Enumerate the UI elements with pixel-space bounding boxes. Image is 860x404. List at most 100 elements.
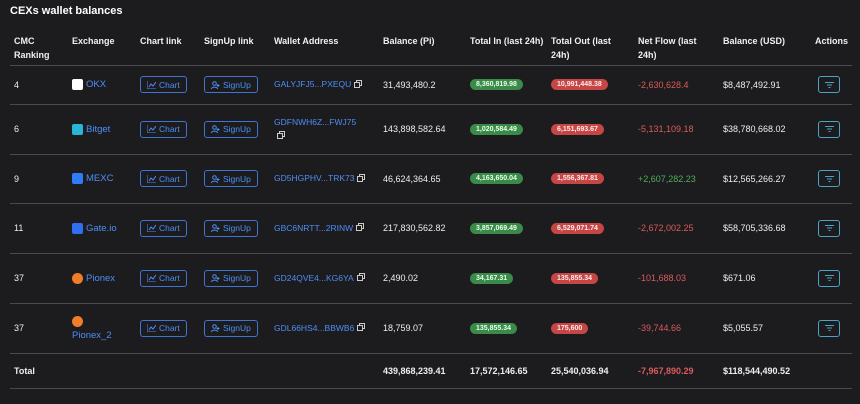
balance-pi: 46,624,364.65 [383, 173, 441, 184]
exchange-link[interactable]: OKX [86, 79, 107, 90]
total-label: Total [14, 365, 35, 376]
chart-button[interactable]: Chart [140, 269, 187, 287]
filter-button[interactable] [818, 76, 840, 93]
copy-icon[interactable] [277, 129, 285, 143]
copy-icon[interactable] [357, 172, 366, 186]
signup-button[interactable]: SignUp [204, 120, 258, 138]
total-in-cell: 8,360,819.98 [470, 65, 548, 104]
rank: 11 [14, 223, 24, 233]
balance-pi-cell: 31,493,480.2 [383, 65, 463, 104]
exchange-link[interactable]: MEXC [86, 173, 114, 184]
address-cell: GALYJFJ5...PXEQU [274, 65, 374, 104]
column-header: Wallet Address [274, 36, 339, 46]
column-header: Balance (Pi) [383, 36, 435, 46]
signup-button[interactable]: SignUp [204, 319, 258, 337]
balance-usd-cell: $12,565,266.27 [723, 154, 813, 203]
total-value: 439,868,239.41 [383, 365, 446, 376]
chart-button[interactable]: Chart [140, 170, 187, 187]
wallet-address[interactable]: GALYJFJ5...PXEQU [274, 79, 352, 90]
balance-usd: $8,487,492.91 [723, 79, 781, 90]
rank-cell: 11 [14, 203, 64, 253]
total-cell: Total [14, 353, 64, 388]
net-flow: -2,630,628.4 [638, 79, 689, 90]
chart-cell: Chart [140, 203, 200, 253]
signup-button-label: SignUp [223, 79, 251, 90]
chart-button[interactable]: Chart [140, 319, 187, 337]
net-flow-cell: -101,688.03 [638, 253, 716, 303]
exchange-cell: Gate.io [72, 203, 132, 253]
total-value: -7,967,890.29 [638, 365, 694, 376]
chart-button-label: Chart [159, 273, 180, 283]
wallet-address[interactable]: GBC6NRTT...2RINW [274, 222, 354, 233]
rank-cell: 37 [14, 303, 64, 353]
actions-cell [815, 104, 855, 154]
rank: 9 [14, 173, 20, 184]
total-out: 6,529,071.74 [551, 222, 604, 234]
signup-cell: SignUp [204, 65, 270, 104]
filter-button[interactable] [818, 269, 840, 287]
column-header: Actions [815, 36, 849, 46]
balance-pi: 31,493,480.2 [383, 79, 436, 90]
wallet-address[interactable]: GD24QVE4...KG6YA [274, 272, 354, 283]
total-out-cell: 10,991,448.38 [551, 65, 631, 104]
chart-button-label: Chart [159, 79, 180, 90]
exchange-link[interactable]: Pionex [86, 272, 116, 284]
signup-button[interactable]: SignUp [204, 269, 258, 287]
chart-button[interactable]: Chart [140, 76, 187, 93]
balance-usd: $38,780,668.02 [723, 124, 786, 134]
exchange-cell: MEXC [72, 154, 132, 203]
signup-cell: SignUp [204, 253, 270, 303]
total-in-cell: 34,167.31 [470, 253, 548, 303]
total-out: 135,855.34 [551, 272, 599, 284]
signup-cell: SignUp [204, 303, 270, 353]
column-header: Net Flow (last 24h) [638, 36, 697, 60]
rank: 6 [14, 124, 20, 134]
exchange-link[interactable]: Gate.io [86, 222, 117, 234]
row-divider [10, 104, 852, 105]
balance-usd: $5,055.57 [723, 323, 764, 333]
filter-button[interactable] [818, 219, 840, 237]
row-divider [10, 353, 852, 354]
copy-icon[interactable] [357, 321, 366, 335]
total-in: 1,020,584.49 [470, 123, 523, 135]
total-in: 8,360,819.98 [470, 79, 523, 90]
address-wrap: GBC6NRTT...2RINW [274, 221, 365, 236]
exchange-link[interactable]: Bitget [86, 123, 111, 135]
wallet-address[interactable]: GDL66HS4...BBWB6 [274, 322, 355, 333]
chart-button[interactable]: Chart [140, 120, 187, 138]
balance-usd-cell: $38,780,668.02 [723, 104, 813, 154]
wallet-address[interactable]: GDFNWH6Z...FWJ75 [274, 116, 357, 127]
copy-icon[interactable] [356, 271, 365, 285]
exchange-link[interactable]: Pionex_2 [72, 329, 112, 341]
net-flow-cell: -2,672,002.25 [638, 203, 716, 253]
column-header: Total In (last 24h) [470, 36, 544, 46]
wallet-address[interactable]: GD5HGPHV...TRK73 [274, 173, 355, 184]
exchange-icon [72, 272, 83, 284]
filter-button[interactable] [818, 120, 840, 138]
copy-icon[interactable] [354, 78, 363, 92]
copy-icon[interactable] [356, 221, 365, 235]
address-cell: GDL66HS4...BBWB6 [274, 303, 366, 353]
total-in: 34,167.31 [470, 272, 514, 284]
exchange-icon [72, 315, 83, 327]
total-out-cell: 1,556,367.81 [551, 154, 631, 203]
signup-button[interactable]: SignUp [204, 170, 258, 187]
total-cell: 25,540,036.94 [551, 353, 631, 388]
exchange-cell: OKX [72, 65, 132, 104]
signup-button[interactable]: SignUp [204, 76, 258, 93]
filter-button[interactable] [818, 319, 840, 337]
total-cell: -7,967,890.29 [638, 353, 716, 388]
chart-button[interactable]: Chart [140, 219, 187, 237]
actions-cell [815, 303, 855, 353]
signup-button[interactable]: SignUp [204, 219, 258, 237]
total-out-cell: 175,600 [551, 303, 631, 353]
net-flow: -101,688.03 [638, 273, 687, 283]
balance-pi-cell: 46,624,364.65 [383, 154, 463, 203]
exchange-cell: Pionex [72, 253, 132, 303]
actions-cell [815, 253, 855, 303]
signup-button-label: SignUp [223, 223, 251, 233]
chart-button-label: Chart [159, 323, 180, 333]
chart-button-label: Chart [159, 124, 180, 134]
filter-button[interactable] [818, 170, 840, 187]
